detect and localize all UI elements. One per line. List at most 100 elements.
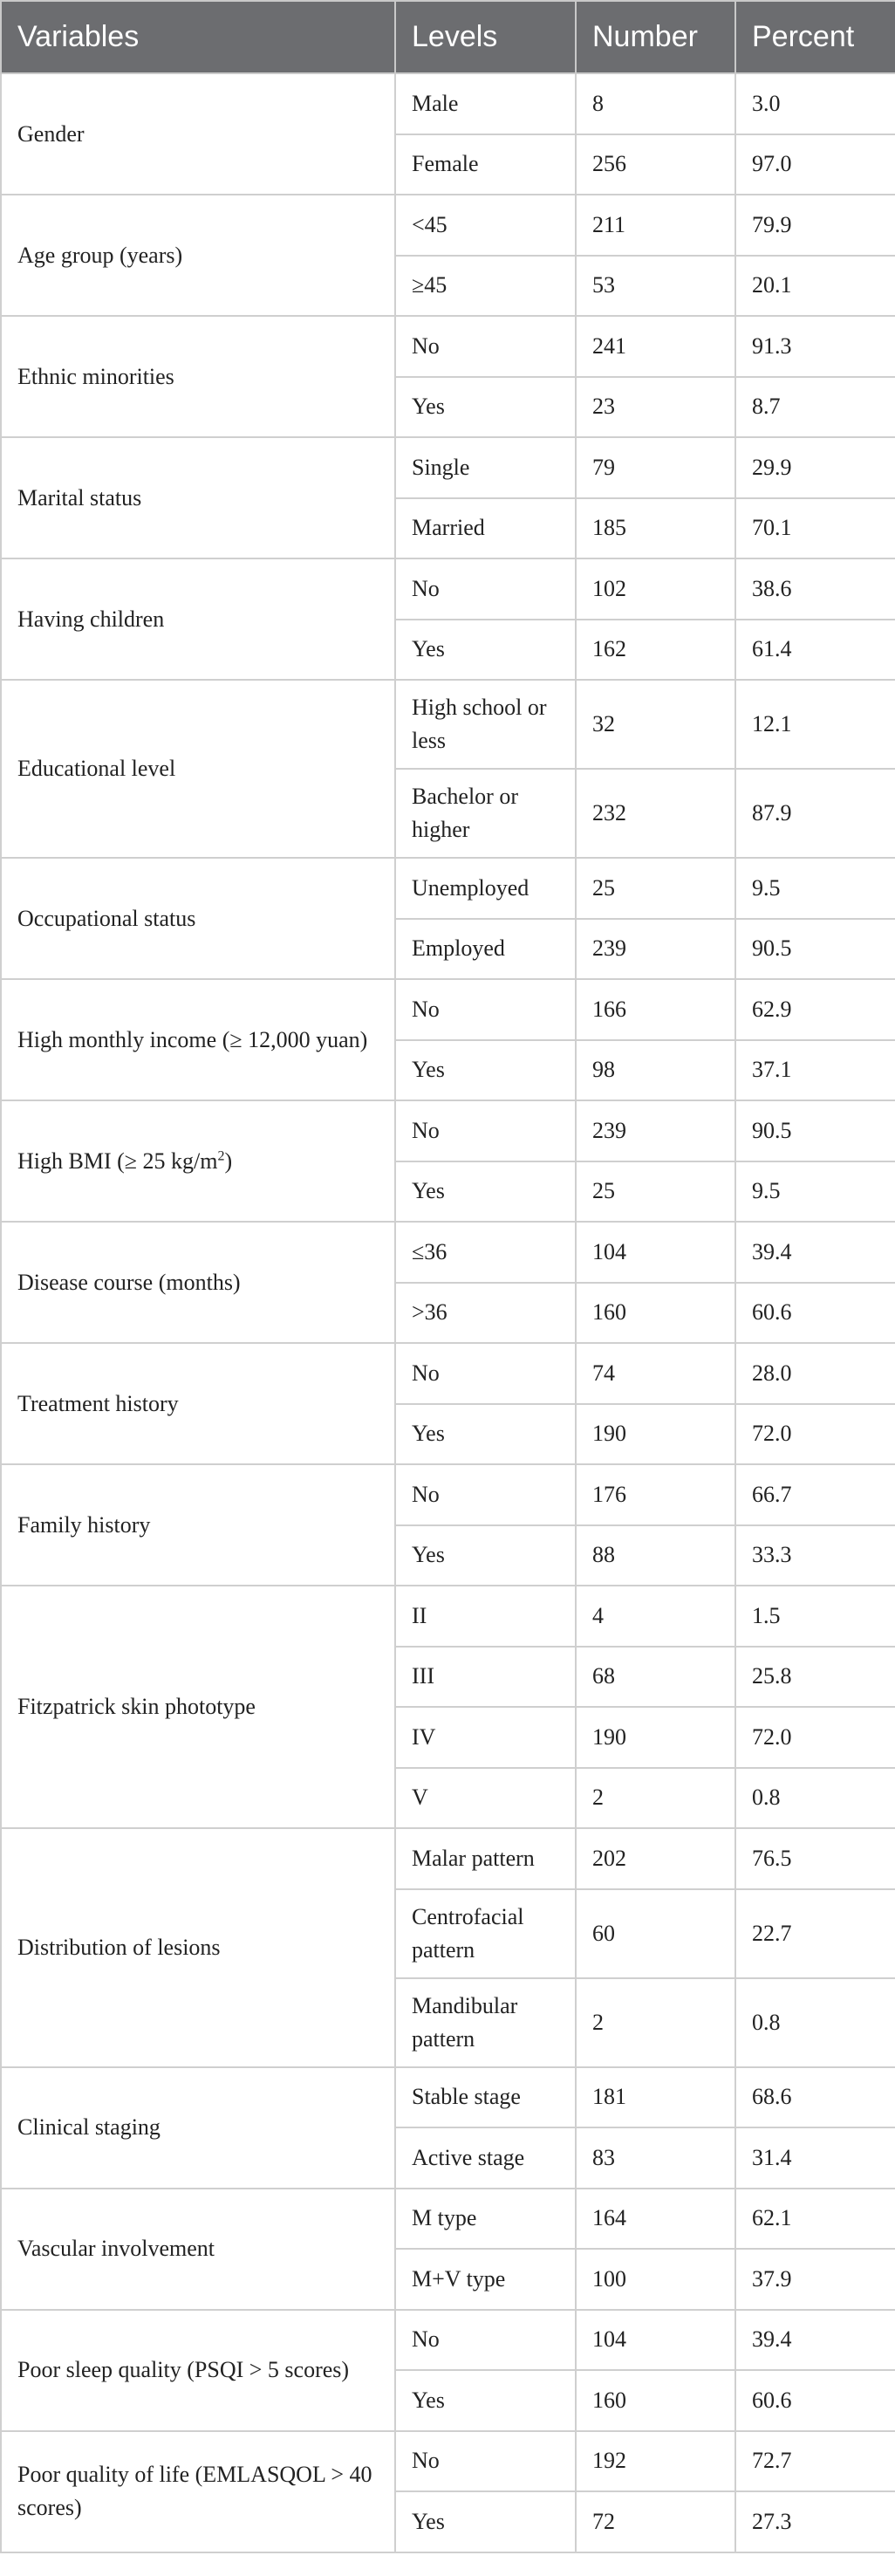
number-cell: 176 (575, 1463, 736, 1526)
level-cell: Male (394, 72, 577, 135)
number-cell: 68 (575, 1645, 736, 1708)
level-cell: Yes (394, 375, 577, 438)
number-cell: 102 (575, 558, 736, 620)
variable-cell: Clinical staging (0, 2066, 396, 2189)
level-cell: ≥45 (394, 254, 577, 317)
table-row: Fitzpatrick skin phototype II 4 1.5 (0, 1585, 895, 1829)
percent-cell: 3.0 (734, 72, 895, 135)
superscript: 2 (217, 1148, 225, 1163)
number-cell: 164 (575, 2187, 736, 2250)
table-row: Yes 72 27.3 (1, 2490, 895, 2553)
level-cell: No (394, 1100, 577, 1162)
level-cell: Active stage (394, 2127, 577, 2189)
variable-cell: High BMI (≥ 25 kg/m2) (0, 1100, 396, 1223)
header-cell: Percent (734, 0, 895, 74)
table-row: Distribution of lesions Malar pattern 202 7… (0, 1827, 895, 2068)
table-row: Poor sleep quality (PSQI > 5 scores) No 10… (0, 2308, 895, 2432)
percent-cell: 97.0 (734, 133, 895, 195)
number-cell: 74 (575, 1342, 736, 1405)
number-cell: 232 (575, 768, 736, 859)
level-cell: >36 (394, 1281, 577, 1344)
level-cell: Yes (394, 2490, 577, 2553)
percent-cell: 91.3 (734, 315, 895, 378)
number-cell: 192 (575, 2429, 736, 2492)
level-cell: Stable stage (394, 2066, 577, 2128)
level-cell: Yes (394, 1524, 577, 1586)
level-cell: IV (394, 1706, 577, 1769)
table-row: Yes 23 8.7 (1, 375, 895, 438)
percent-cell: 0.8 (734, 1766, 895, 1829)
table-row: Gender Male 8 3.0 (0, 72, 895, 195)
level-cell: High school or less (394, 679, 577, 770)
percent-cell: 22.7 (734, 1887, 895, 1979)
level-cell: No (394, 315, 577, 378)
table-row: Yes 88 33.3 (1, 1524, 895, 1586)
level-cell: III (394, 1645, 577, 1708)
percent-cell: 20.1 (734, 254, 895, 317)
level-cell: No (394, 558, 577, 620)
table-row: >36 160 60.6 (1, 1281, 895, 1344)
percent-cell: 28.0 (734, 1342, 895, 1405)
level-cell: Yes (394, 2369, 577, 2432)
number-cell: 162 (575, 618, 736, 681)
percent-cell: 72.0 (734, 1402, 895, 1465)
header-cell: Levels (394, 0, 577, 74)
table-row: Yes 98 37.1 (1, 1038, 895, 1101)
percent-cell: 8.7 (734, 375, 895, 438)
variable-cell: Occupational status (0, 857, 396, 980)
variable-cell: Educational level (0, 679, 396, 859)
level-cell: Yes (394, 1038, 577, 1101)
number-cell: 2 (575, 1766, 736, 1829)
number-cell: 190 (575, 1706, 736, 1769)
level-cell: No (394, 2308, 577, 2371)
number-cell: 104 (575, 1221, 736, 1284)
table-row: Clinical staging Stable stage 181 68.6 (0, 2066, 895, 2189)
percent-cell: 37.1 (734, 1038, 895, 1101)
number-cell: 160 (575, 2369, 736, 2432)
level-cell: Married (394, 497, 577, 559)
table-row: Age group (years) <45 211 79.9 (0, 194, 895, 317)
level-cell: No (394, 1342, 577, 1405)
table-row: Vascular involvement M type 164 62.1 (0, 2187, 895, 2311)
number-cell: 72 (575, 2490, 736, 2553)
level-cell: Unemployed (394, 857, 577, 920)
level-cell: Yes (394, 618, 577, 681)
number-cell: 166 (575, 978, 736, 1041)
percent-cell: 27.3 (734, 2490, 895, 2553)
level-cell: II (394, 1585, 577, 1648)
level-cell: M+V type (394, 2248, 577, 2311)
percent-cell: 72.7 (734, 2429, 895, 2492)
table-row: Family history No 176 66.7 (0, 1463, 895, 1586)
number-cell: 79 (575, 436, 736, 499)
header-cell: Number (575, 0, 736, 74)
variable-cell: Having children (0, 558, 396, 681)
variable-text: High BMI (≥ 25 kg/m (17, 1148, 218, 1174)
level-cell: No (394, 1463, 577, 1526)
table-row: Yes 162 61.4 (1, 618, 895, 681)
number-cell: 185 (575, 497, 736, 559)
level-cell: Female (394, 133, 577, 195)
percent-cell: 31.4 (734, 2127, 895, 2189)
header-row: Variables Levels Number Percent (0, 0, 895, 74)
table-row: Having children No 102 38.6 (0, 558, 895, 681)
number-cell: 181 (575, 2066, 736, 2128)
percent-cell: 72.0 (734, 1706, 895, 1769)
table-row: Marital status Single 79 29.9 (0, 436, 895, 559)
percent-cell: 68.6 (734, 2066, 895, 2128)
percent-cell: 9.5 (734, 1160, 895, 1223)
percent-cell: 37.9 (734, 2248, 895, 2311)
percent-cell: 79.9 (734, 194, 895, 257)
table-row: IV 190 72.0 (1, 1706, 895, 1769)
table-row: Employed 239 90.5 (1, 917, 895, 980)
percent-cell: 38.6 (734, 558, 895, 620)
percent-cell: 76.5 (734, 1827, 895, 1890)
table-row: Treatment history No 74 28.0 (0, 1342, 895, 1465)
table-row: Yes 190 72.0 (1, 1402, 895, 1465)
percent-cell: 1.5 (734, 1585, 895, 1648)
variable-cell: Family history (0, 1463, 396, 1586)
percent-cell: 61.4 (734, 618, 895, 681)
level-cell: Employed (394, 917, 577, 980)
